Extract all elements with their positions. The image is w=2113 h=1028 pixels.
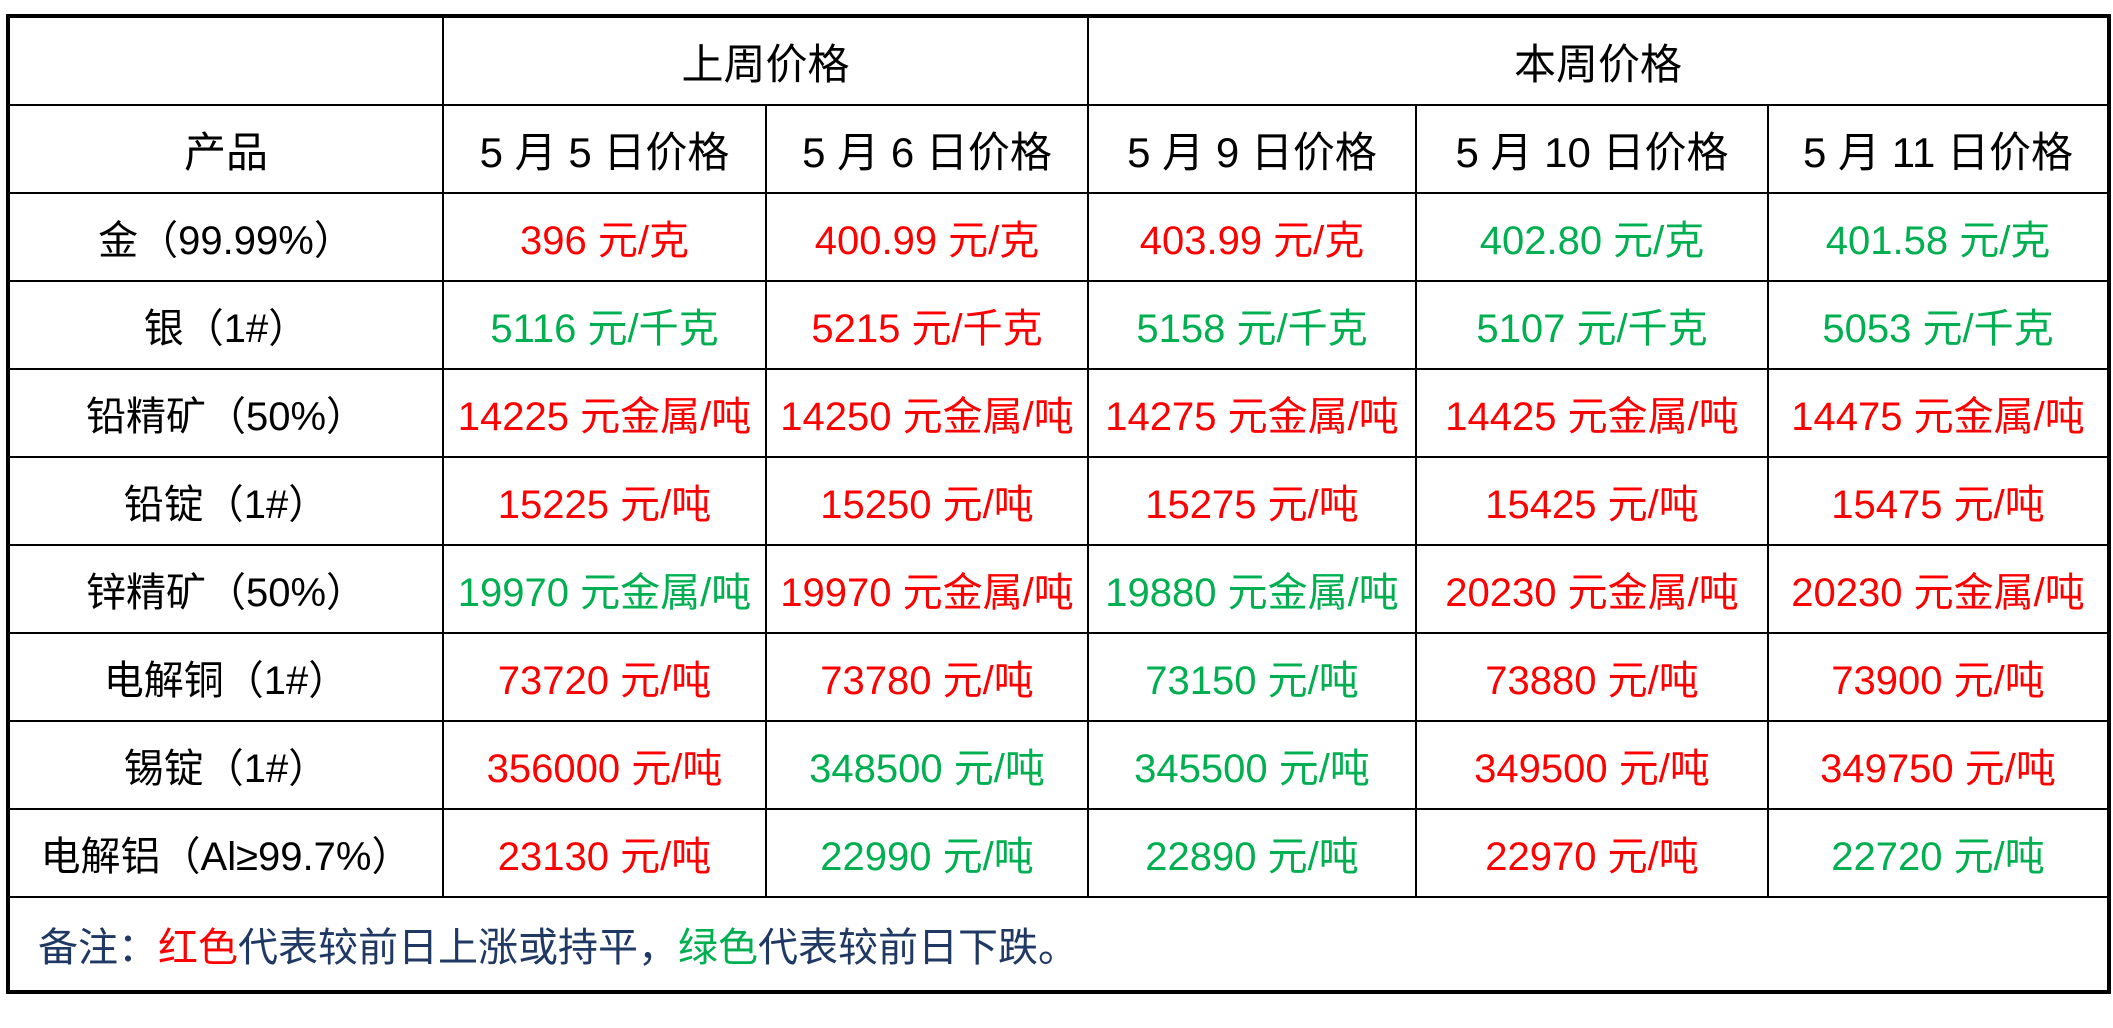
table-row-lead-ingot: 铅锭（1#） 15225 元/吨 15250 元/吨 15275 元/吨 154… — [7, 456, 2111, 546]
may5-column-header: 5 月 5 日价格 — [442, 104, 767, 194]
table-row-electrolytic-aluminum: 电解铝（Al≥99.7%） 23130 元/吨 22990 元/吨 22890 … — [7, 808, 2111, 898]
table-row-silver: 银（1#） 5116 元/千克 5215 元/千克 5158 元/千克 5107… — [7, 280, 2111, 370]
price-cell: 73880 元/吨 — [1415, 632, 1770, 722]
price-cell: 20230 元金属/吨 — [1767, 544, 2111, 634]
may11-column-header: 5 月 11 日价格 — [1767, 104, 2111, 194]
note-row: 备注：红色代表较前日上涨或持平，绿色代表较前日下跌。 — [6, 896, 2111, 993]
price-cell: 14250 元金属/吨 — [764, 368, 1090, 458]
price-cell: 14275 元金属/吨 — [1087, 368, 1418, 458]
price-cell: 14475 元金属/吨 — [1767, 368, 2111, 458]
price-cell: 14425 元金属/吨 — [1415, 368, 1770, 458]
metal-price-table: 上周价格 本周价格 产品 5 月 5 日价格 5 月 6 日价格 5 月 9 日… — [6, 14, 2112, 994]
price-cell: 402.80 元/克 — [1415, 192, 1770, 282]
price-cell: 5158 元/千克 — [1087, 280, 1418, 370]
price-cell: 14225 元金属/吨 — [442, 368, 767, 458]
price-cell: 15250 元/吨 — [764, 456, 1090, 546]
last-week-group-header: 上周价格 — [441, 15, 1090, 106]
price-cell: 5215 元/千克 — [764, 280, 1090, 370]
price-cell: 19970 元金属/吨 — [764, 544, 1090, 634]
product-cell: 锌精矿（50%） — [7, 544, 444, 634]
price-cell: 22720 元/吨 — [1767, 808, 2111, 898]
price-cell: 401.58 元/克 — [1767, 192, 2111, 282]
product-cell: 铅锭（1#） — [7, 456, 444, 546]
price-cell: 15425 元/吨 — [1415, 456, 1770, 546]
note-red-label: 红色 — [158, 926, 238, 970]
product-cell: 电解铝（Al≥99.7%） — [7, 808, 444, 898]
product-cell: 电解铜（1#） — [7, 632, 444, 722]
this-week-group-header: 本周价格 — [1087, 15, 2111, 106]
product-cell: 锡锭（1#） — [7, 720, 444, 810]
note-rising-text: 代表较前日上涨或持平， — [238, 926, 678, 970]
price-cell: 345500 元/吨 — [1087, 720, 1418, 810]
price-cell: 5053 元/千克 — [1767, 280, 2111, 370]
product-cell: 铅精矿（50%） — [7, 368, 444, 458]
price-cell: 396 元/克 — [442, 192, 767, 282]
product-cell: 金（99.99%） — [7, 192, 444, 282]
price-cell: 73150 元/吨 — [1087, 632, 1418, 722]
may10-column-header: 5 月 10 日价格 — [1415, 104, 1770, 194]
price-cell: 15225 元/吨 — [442, 456, 767, 546]
table-row-zinc-concentrate: 锌精矿（50%） 19970 元金属/吨 19970 元金属/吨 19880 元… — [7, 544, 2111, 634]
price-cell: 349500 元/吨 — [1415, 720, 1770, 810]
note-green-label: 绿色 — [678, 926, 758, 970]
table-row-electrolytic-copper: 电解铜（1#） 73720 元/吨 73780 元/吨 73150 元/吨 73… — [7, 632, 2111, 722]
price-cell: 400.99 元/克 — [764, 192, 1090, 282]
note-prefix: 备注： — [38, 926, 158, 970]
date-header-row: 产品 5 月 5 日价格 5 月 6 日价格 5 月 9 日价格 5 月 10 … — [7, 104, 2111, 194]
price-cell: 73720 元/吨 — [442, 632, 767, 722]
price-cell: 22970 元/吨 — [1415, 808, 1770, 898]
price-cell: 349750 元/吨 — [1767, 720, 2111, 810]
note-cell: 备注：红色代表较前日上涨或持平，绿色代表较前日下跌。 — [6, 896, 2111, 993]
price-cell: 20230 元金属/吨 — [1415, 544, 1770, 634]
price-cell: 5107 元/千克 — [1415, 280, 1770, 370]
may9-column-header: 5 月 9 日价格 — [1087, 104, 1418, 194]
table-row-lead-concentrate: 铅精矿（50%） 14225 元金属/吨 14250 元金属/吨 14275 元… — [7, 368, 2111, 458]
price-cell: 22990 元/吨 — [764, 808, 1090, 898]
price-cell: 15275 元/吨 — [1087, 456, 1418, 546]
price-cell: 5116 元/千克 — [442, 280, 767, 370]
price-cell: 19970 元金属/吨 — [442, 544, 767, 634]
product-cell: 银（1#） — [7, 280, 444, 370]
may6-column-header: 5 月 6 日价格 — [764, 104, 1090, 194]
note-falling-text: 代表较前日下跌。 — [758, 926, 1078, 970]
price-cell: 356000 元/吨 — [442, 720, 767, 810]
price-cell: 15475 元/吨 — [1767, 456, 2111, 546]
price-cell: 403.99 元/克 — [1087, 192, 1418, 282]
table-row-tin-ingot: 锡锭（1#） 356000 元/吨 348500 元/吨 345500 元/吨 … — [7, 720, 2111, 810]
price-cell: 23130 元/吨 — [442, 808, 767, 898]
product-column-header: 产品 — [7, 104, 444, 194]
price-cell: 19880 元金属/吨 — [1087, 544, 1418, 634]
price-cell: 73780 元/吨 — [764, 632, 1090, 722]
price-cell: 73900 元/吨 — [1767, 632, 2111, 722]
week-group-header-row: 上周价格 本周价格 — [7, 15, 2111, 106]
price-cell: 22890 元/吨 — [1087, 808, 1418, 898]
price-cell: 348500 元/吨 — [764, 720, 1090, 810]
table-row-gold: 金（99.99%） 396 元/克 400.99 元/克 403.99 元/克 … — [7, 192, 2111, 282]
blank-header-cell — [7, 15, 444, 106]
